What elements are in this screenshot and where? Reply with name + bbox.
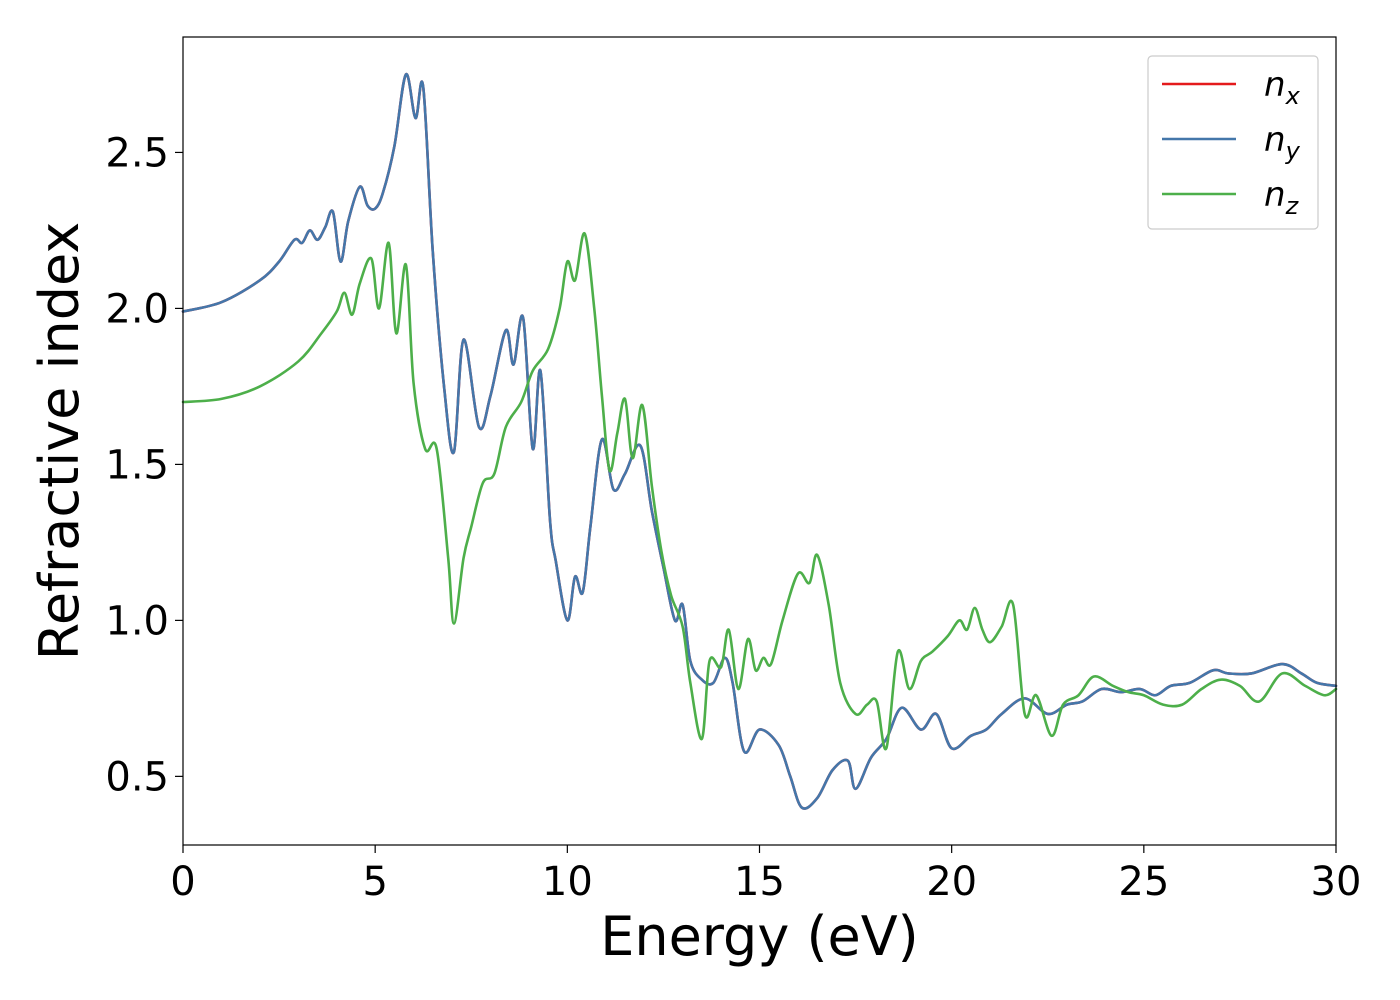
y-tick-label: 2.5 bbox=[105, 130, 169, 176]
legend: nx ny nz bbox=[1147, 55, 1319, 230]
legend-item-n-z: nz bbox=[1162, 175, 1300, 220]
series-line-n-z bbox=[181, 232, 1338, 751]
legend-items: nx ny nz bbox=[1162, 65, 1301, 220]
legend-label: ny bbox=[1264, 120, 1301, 165]
x-tick-label: 25 bbox=[1118, 859, 1169, 905]
legend-label: nx bbox=[1264, 65, 1301, 110]
x-tick-label: 15 bbox=[734, 859, 785, 905]
series-line-n-y bbox=[181, 73, 1338, 810]
legend-item-n-y: ny bbox=[1162, 120, 1301, 165]
legend-label: nz bbox=[1264, 175, 1300, 220]
x-tick-label: 5 bbox=[362, 859, 387, 905]
x-tick-label: 30 bbox=[1311, 859, 1362, 905]
y-tick-label: 2.0 bbox=[105, 286, 169, 332]
legend-item-n-x: nx bbox=[1162, 65, 1301, 110]
y-axis-label: Refractive index bbox=[28, 222, 91, 661]
x-tick-label: 0 bbox=[170, 859, 195, 905]
y-tick-label: 0.5 bbox=[105, 754, 169, 800]
y-tick-label: 1.0 bbox=[105, 598, 169, 644]
x-tick-label: 10 bbox=[542, 859, 593, 905]
tick-layer: 0 5 10 15 20 25 30 0.5 1.0 1.5 2.0 2.5 bbox=[105, 130, 1361, 905]
x-axis-label: Energy (eV) bbox=[600, 905, 919, 968]
legend-box bbox=[1147, 55, 1319, 230]
series-layer bbox=[181, 73, 1338, 810]
x-tick-label: 20 bbox=[926, 859, 977, 905]
y-tick-label: 1.5 bbox=[105, 442, 169, 488]
